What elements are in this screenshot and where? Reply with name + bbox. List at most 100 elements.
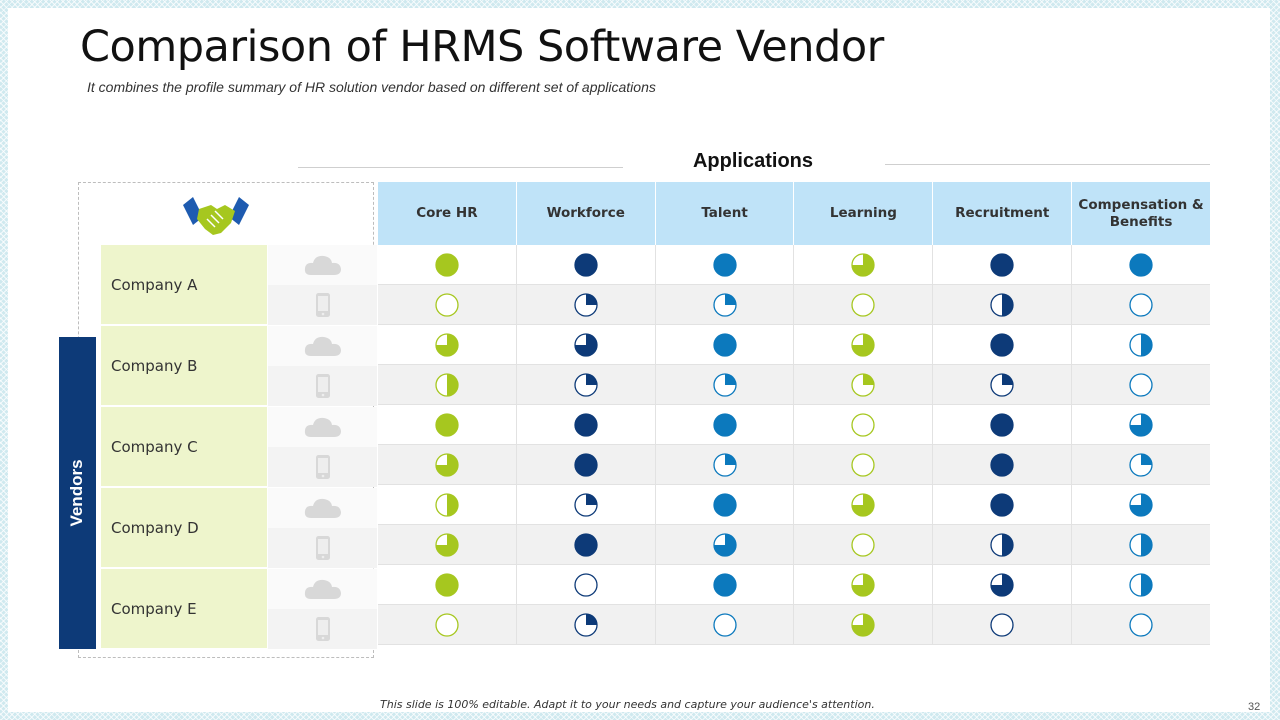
harvey-ball-icon xyxy=(851,612,876,637)
rating-cell xyxy=(517,245,656,284)
harvey-ball-icon xyxy=(435,612,459,637)
rating-cell xyxy=(794,325,934,364)
rating-cell xyxy=(794,245,934,284)
header-talent: Talent xyxy=(656,182,795,245)
rating-row xyxy=(378,365,1210,405)
rating-cell xyxy=(656,245,795,284)
rating-cell xyxy=(794,445,934,484)
harvey-ball-icon xyxy=(435,292,459,317)
rating-row xyxy=(378,405,1210,445)
rating-row xyxy=(378,445,1210,485)
cloud-icon xyxy=(268,407,377,447)
rating-cell xyxy=(656,565,795,604)
harvey-ball-icon xyxy=(712,412,737,437)
company-label: Company B xyxy=(101,326,267,406)
harvey-ball-icon xyxy=(1129,452,1153,477)
rating-cell xyxy=(656,325,795,364)
header-learning: Learning xyxy=(794,182,934,245)
rating-cell xyxy=(378,245,517,284)
cloud-icon xyxy=(268,326,377,366)
cloud-icon xyxy=(268,488,377,528)
harvey-ball-icon xyxy=(1129,292,1153,317)
applications-label: Applications xyxy=(692,150,813,172)
rating-row xyxy=(378,245,1210,285)
harvey-ball-icon xyxy=(712,452,737,477)
rating-cell xyxy=(517,485,656,524)
rating-cell xyxy=(517,285,656,324)
harvey-ball-icon xyxy=(574,372,598,397)
page-subtitle: It combines the profile summary of HR so… xyxy=(87,79,656,95)
rating-cell xyxy=(378,605,517,644)
harvey-ball-icon xyxy=(990,572,1014,597)
rating-cell xyxy=(933,245,1073,284)
harvey-ball-icon xyxy=(1129,252,1153,277)
company-label: Company C xyxy=(101,407,267,487)
harvey-ball-icon xyxy=(1129,332,1153,357)
mobile-icon xyxy=(268,366,377,406)
rating-cell xyxy=(1072,565,1210,604)
rating-cell xyxy=(378,485,517,524)
rating-cell xyxy=(1072,445,1210,484)
harvey-ball-icon xyxy=(851,372,876,397)
rating-cell xyxy=(378,405,517,444)
rating-row xyxy=(378,325,1210,365)
harvey-ball-icon xyxy=(990,292,1014,317)
rating-row xyxy=(378,485,1210,525)
rating-cell xyxy=(656,445,795,484)
harvey-ball-icon xyxy=(435,252,459,277)
harvey-ball-icon xyxy=(712,332,737,357)
harvey-ball-icon xyxy=(1129,372,1153,397)
rating-cell xyxy=(517,405,656,444)
harvey-ball-icon xyxy=(574,612,598,637)
harvey-ball-icon xyxy=(712,492,737,517)
rating-cell xyxy=(517,325,656,364)
rating-cell xyxy=(378,325,517,364)
rating-row xyxy=(378,285,1210,325)
rating-cell xyxy=(1072,245,1210,284)
rating-cell xyxy=(378,445,517,484)
mobile-icon xyxy=(268,528,377,568)
vendors-label: Vendors xyxy=(67,459,86,527)
harvey-ball-icon xyxy=(435,452,459,477)
harvey-ball-icon xyxy=(1129,532,1153,557)
rating-cell xyxy=(933,325,1073,364)
header-core-hr: Core HR xyxy=(378,182,517,245)
harvey-ball-icon xyxy=(851,252,876,277)
harvey-ball-icon xyxy=(990,332,1014,357)
rating-cell xyxy=(517,605,656,644)
rating-cell xyxy=(933,565,1073,604)
harvey-ball-icon xyxy=(851,332,876,357)
harvey-ball-icon xyxy=(435,572,459,597)
harvey-ball-icon xyxy=(712,292,737,317)
slide: Comparison of HRMS Software Vendor It co… xyxy=(8,8,1270,713)
cloud-icon xyxy=(268,569,377,609)
rating-cell xyxy=(933,525,1073,564)
rating-cell xyxy=(933,485,1073,524)
rating-cell xyxy=(794,525,934,564)
mobile-icon xyxy=(268,447,377,487)
harvey-ball-icon xyxy=(435,372,459,397)
rating-cell xyxy=(933,445,1073,484)
company-label: Company A xyxy=(101,245,267,325)
rating-row xyxy=(378,605,1210,645)
harvey-ball-icon xyxy=(1129,612,1153,637)
harvey-ball-icon xyxy=(1129,412,1153,437)
rating-cell xyxy=(656,485,795,524)
rating-cell xyxy=(517,525,656,564)
harvey-ball-icon xyxy=(851,572,876,597)
harvey-ball-icon xyxy=(990,252,1014,277)
divider-left xyxy=(298,167,623,168)
company-label: Company E xyxy=(101,569,267,649)
rating-cell xyxy=(933,605,1073,644)
rating-row xyxy=(378,525,1210,565)
harvey-ball-icon xyxy=(851,412,876,437)
rating-cell xyxy=(933,405,1073,444)
rating-cell xyxy=(1072,405,1210,444)
page-title: Comparison of HRMS Software Vendor xyxy=(80,22,884,72)
rating-cell xyxy=(1072,485,1210,524)
rating-cell xyxy=(794,565,934,604)
rating-cell xyxy=(656,285,795,324)
page-number: 32 xyxy=(1248,701,1261,713)
applications-header: Core HR Workforce Talent Learning Recruitmen… xyxy=(378,182,1210,245)
rating-cell xyxy=(1072,325,1210,364)
